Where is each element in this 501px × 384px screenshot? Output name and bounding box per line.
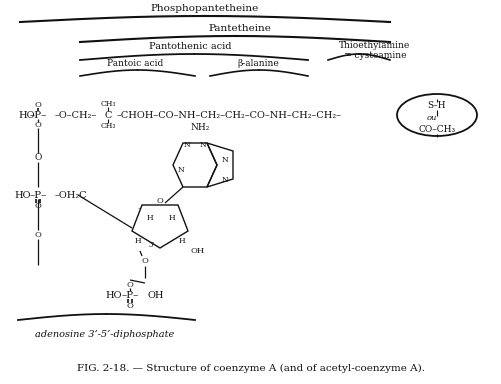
Text: O: O	[126, 302, 133, 310]
Text: Pantoic acid: Pantoic acid	[107, 59, 163, 68]
Text: N: N	[177, 166, 184, 174]
Text: O: O	[156, 197, 163, 205]
Text: O: O	[35, 202, 42, 210]
Text: –OH₂C: –OH₂C	[55, 190, 87, 200]
Text: β-alanine: β-alanine	[236, 59, 279, 68]
Text: –CHOH–CO–NH–CH₂–CH₂–CO–NH–CH₂–CH₂–: –CHOH–CO–NH–CH₂–CH₂–CO–NH–CH₂–CH₂–	[117, 111, 341, 119]
Text: 3': 3'	[149, 241, 155, 249]
Text: HO: HO	[14, 190, 31, 200]
Text: CO–CH₃: CO–CH₃	[418, 124, 454, 134]
Text: adenosine 3’-5’-diphosphate: adenosine 3’-5’-diphosphate	[35, 330, 174, 339]
Text: Thioethylamine: Thioethylamine	[339, 41, 410, 50]
Text: –P–: –P–	[29, 190, 47, 200]
Text: H: H	[168, 214, 175, 222]
Text: O: O	[126, 281, 133, 289]
Text: –O–CH₂–: –O–CH₂–	[55, 111, 97, 119]
Text: CH₃: CH₃	[100, 100, 115, 108]
Text: N: N	[221, 156, 228, 164]
Text: Phosphopantetheine: Phosphopantetheine	[151, 4, 259, 13]
Text: O: O	[34, 154, 42, 162]
Text: Pantetheine: Pantetheine	[208, 24, 271, 33]
Text: = cysteamine: = cysteamine	[343, 51, 405, 60]
Text: H: H	[178, 237, 185, 245]
Text: H: H	[134, 237, 141, 245]
Text: OH: OH	[190, 247, 205, 255]
Text: HO: HO	[18, 111, 35, 119]
Text: ou: ou	[426, 114, 436, 122]
Text: OH: OH	[148, 291, 164, 300]
Text: HO: HO	[105, 291, 121, 300]
Text: O: O	[35, 121, 42, 129]
Text: S–H: S–H	[427, 101, 445, 109]
Text: N: N	[199, 141, 206, 149]
Text: N: N	[183, 141, 190, 149]
Text: O: O	[35, 101, 42, 109]
Text: NH₂: NH₂	[190, 122, 209, 131]
Text: CH₃: CH₃	[100, 122, 115, 130]
Text: FIG. 2-18. — Structure of coenzyme A (and of acetyl-coenzyme A).: FIG. 2-18. — Structure of coenzyme A (an…	[77, 363, 424, 372]
Text: O: O	[35, 231, 42, 239]
Text: ..: ..	[137, 203, 142, 211]
Text: –P–: –P–	[121, 291, 138, 300]
Text: O: O	[141, 257, 148, 265]
Text: N: N	[221, 176, 228, 184]
Text: –P–: –P–	[29, 111, 47, 119]
Text: C: C	[104, 111, 111, 119]
Text: Pantothenic acid: Pantothenic acid	[148, 42, 231, 51]
Text: H: H	[146, 214, 153, 222]
